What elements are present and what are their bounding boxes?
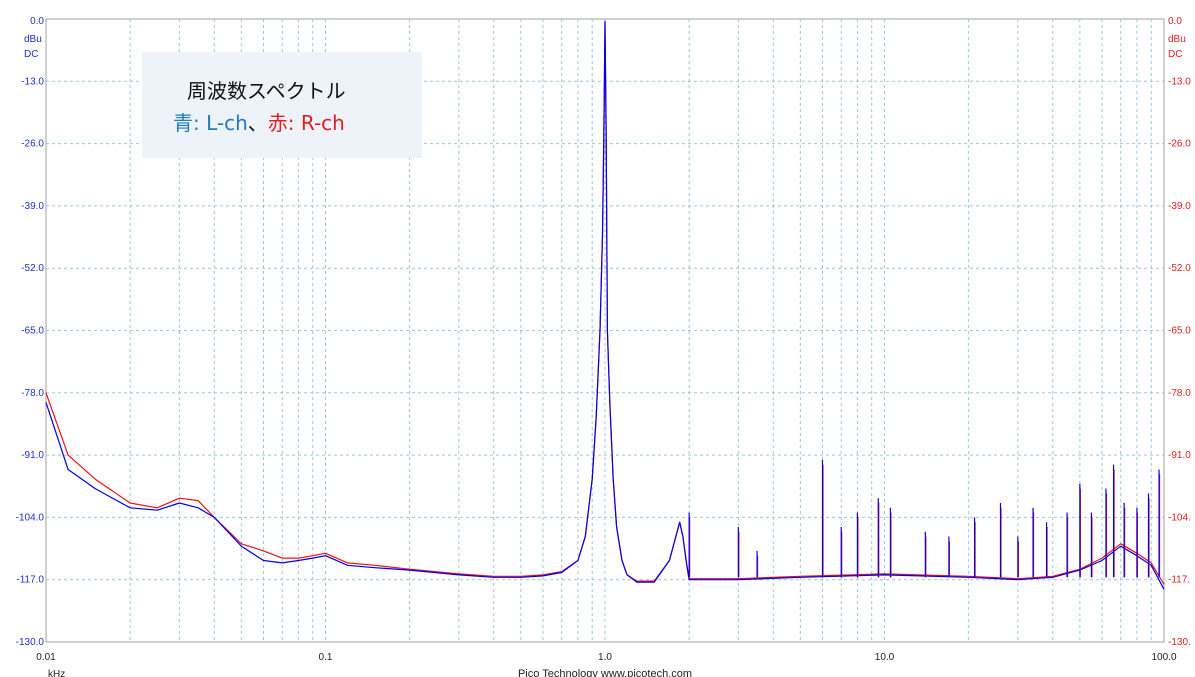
y-tick-label-right: -104.	[1168, 512, 1191, 523]
harmonic-spurs	[688, 459, 1161, 578]
y-tick-label-left: -13.0	[21, 76, 44, 87]
x-tick-label: 0.1	[319, 652, 333, 663]
legend-red-label: 赤	[268, 111, 288, 135]
y-tick-label-right: -91.0	[1168, 450, 1191, 461]
y-tick-label-left: -104.0	[16, 512, 45, 523]
left-unit-dbu: dBu	[24, 34, 42, 45]
right-unit-dbu: dBu	[1168, 34, 1186, 45]
legend-separator: 、	[248, 111, 268, 135]
x-tick-label: 100.0	[1151, 652, 1176, 663]
series-line	[45, 20, 1165, 590]
y-tick-label-right: -26.0	[1168, 139, 1191, 150]
x-unit-label: kHz	[48, 669, 65, 677]
y-tick-label-left: 0.0	[30, 16, 44, 27]
legend-channels: 青: L-ch、赤: R-ch	[173, 111, 345, 135]
y-tick-label-right: 0.0	[1168, 16, 1182, 27]
y-tick-label-right: -52.0	[1168, 263, 1191, 274]
y-tick-label-right: -13.0	[1168, 76, 1191, 87]
legend-title: 周波数スペクトル	[187, 79, 346, 103]
legend-blue-text: : L-ch	[193, 111, 248, 135]
y-tick-label-right: -78.0	[1168, 388, 1191, 399]
legend-blue-label: 青	[173, 111, 193, 135]
x-tick-label: 0.01	[36, 652, 56, 663]
y-tick-label-right: -39.0	[1168, 201, 1191, 212]
y-tick-label-left: -65.0	[21, 326, 44, 337]
y-tick-label-right: -130.	[1168, 637, 1191, 648]
legend-red-text: : R-ch	[288, 111, 345, 135]
right-unit-dc: DC	[1168, 49, 1182, 60]
left-y-axis: 0.0 -13.0 -26.0 -39.0 -52.0 -65.0 -78.0 -91.0 -1…	[16, 16, 45, 648]
legend-box	[142, 52, 422, 158]
y-tick-label-left: -26.0	[21, 139, 44, 150]
y-tick-label-right: -65.0	[1168, 326, 1191, 337]
y-tick-label-left: -39.0	[21, 201, 44, 212]
right-y-axis: 0.0 -13.0 -26.0 -39.0 -52.0 -65.0 -78.0 -91.0 -1…	[1168, 16, 1191, 648]
y-tick-label-left: -91.0	[21, 450, 44, 461]
x-tick-label: 10.0	[875, 652, 895, 663]
x-axis: 0.01 0.1 1.0 10.0 100.0	[36, 652, 1177, 663]
legend: 周波数スペクトル 青: L-ch、赤: R-ch	[142, 52, 422, 158]
y-tick-label-left: -78.0	[21, 388, 44, 399]
y-tick-label-left: -52.0	[21, 263, 44, 274]
x-tick-label: 1.0	[598, 652, 612, 663]
footer-credit: Pico Technology www.picotech.com	[518, 668, 692, 677]
y-tick-label-left: -117.0	[16, 575, 44, 586]
left-unit-dc: DC	[24, 49, 38, 60]
series-lines	[45, 20, 1165, 590]
y-tick-label-right: -117.	[1168, 575, 1190, 586]
y-tick-label-left: -130.0	[16, 637, 45, 648]
